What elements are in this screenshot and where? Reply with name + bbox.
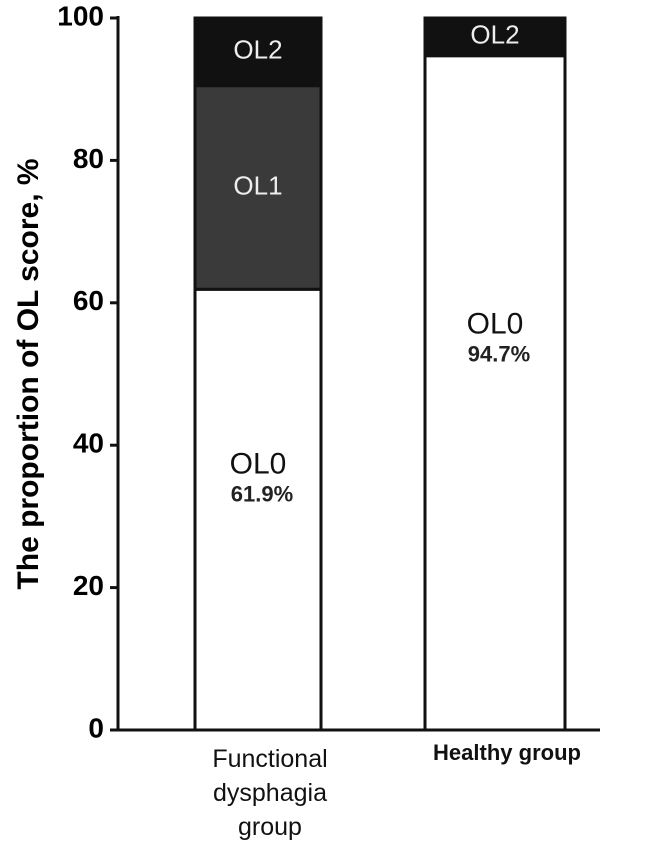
x-tick-label: Functional dysphagia group xyxy=(212,745,328,841)
y-tick-label: 40 xyxy=(73,428,104,459)
segment-name: OL2 xyxy=(233,35,282,65)
segment-name: OL0 xyxy=(230,447,287,480)
x-tick-label: Healthy group xyxy=(433,740,581,765)
value-label: 61.9% xyxy=(231,481,293,506)
y-tick-label: 20 xyxy=(73,570,104,601)
y-tick-label: 0 xyxy=(88,712,104,743)
bar-segment xyxy=(193,287,323,732)
bar-segment xyxy=(193,16,323,88)
bar-segment xyxy=(423,16,567,58)
bar-segment xyxy=(423,54,567,732)
value-label: 94.7% xyxy=(468,341,530,366)
y-tick-label: 80 xyxy=(73,143,104,174)
y-tick-label: 60 xyxy=(73,285,104,316)
bar-segment xyxy=(193,84,323,291)
y-tick-label: 100 xyxy=(57,0,104,31)
segment-name: OL2 xyxy=(470,20,519,50)
y-axis-label: The proportion of OL score, % xyxy=(12,158,45,589)
segment-name: OL0 xyxy=(467,307,524,340)
segment-name: OL1 xyxy=(233,170,282,200)
